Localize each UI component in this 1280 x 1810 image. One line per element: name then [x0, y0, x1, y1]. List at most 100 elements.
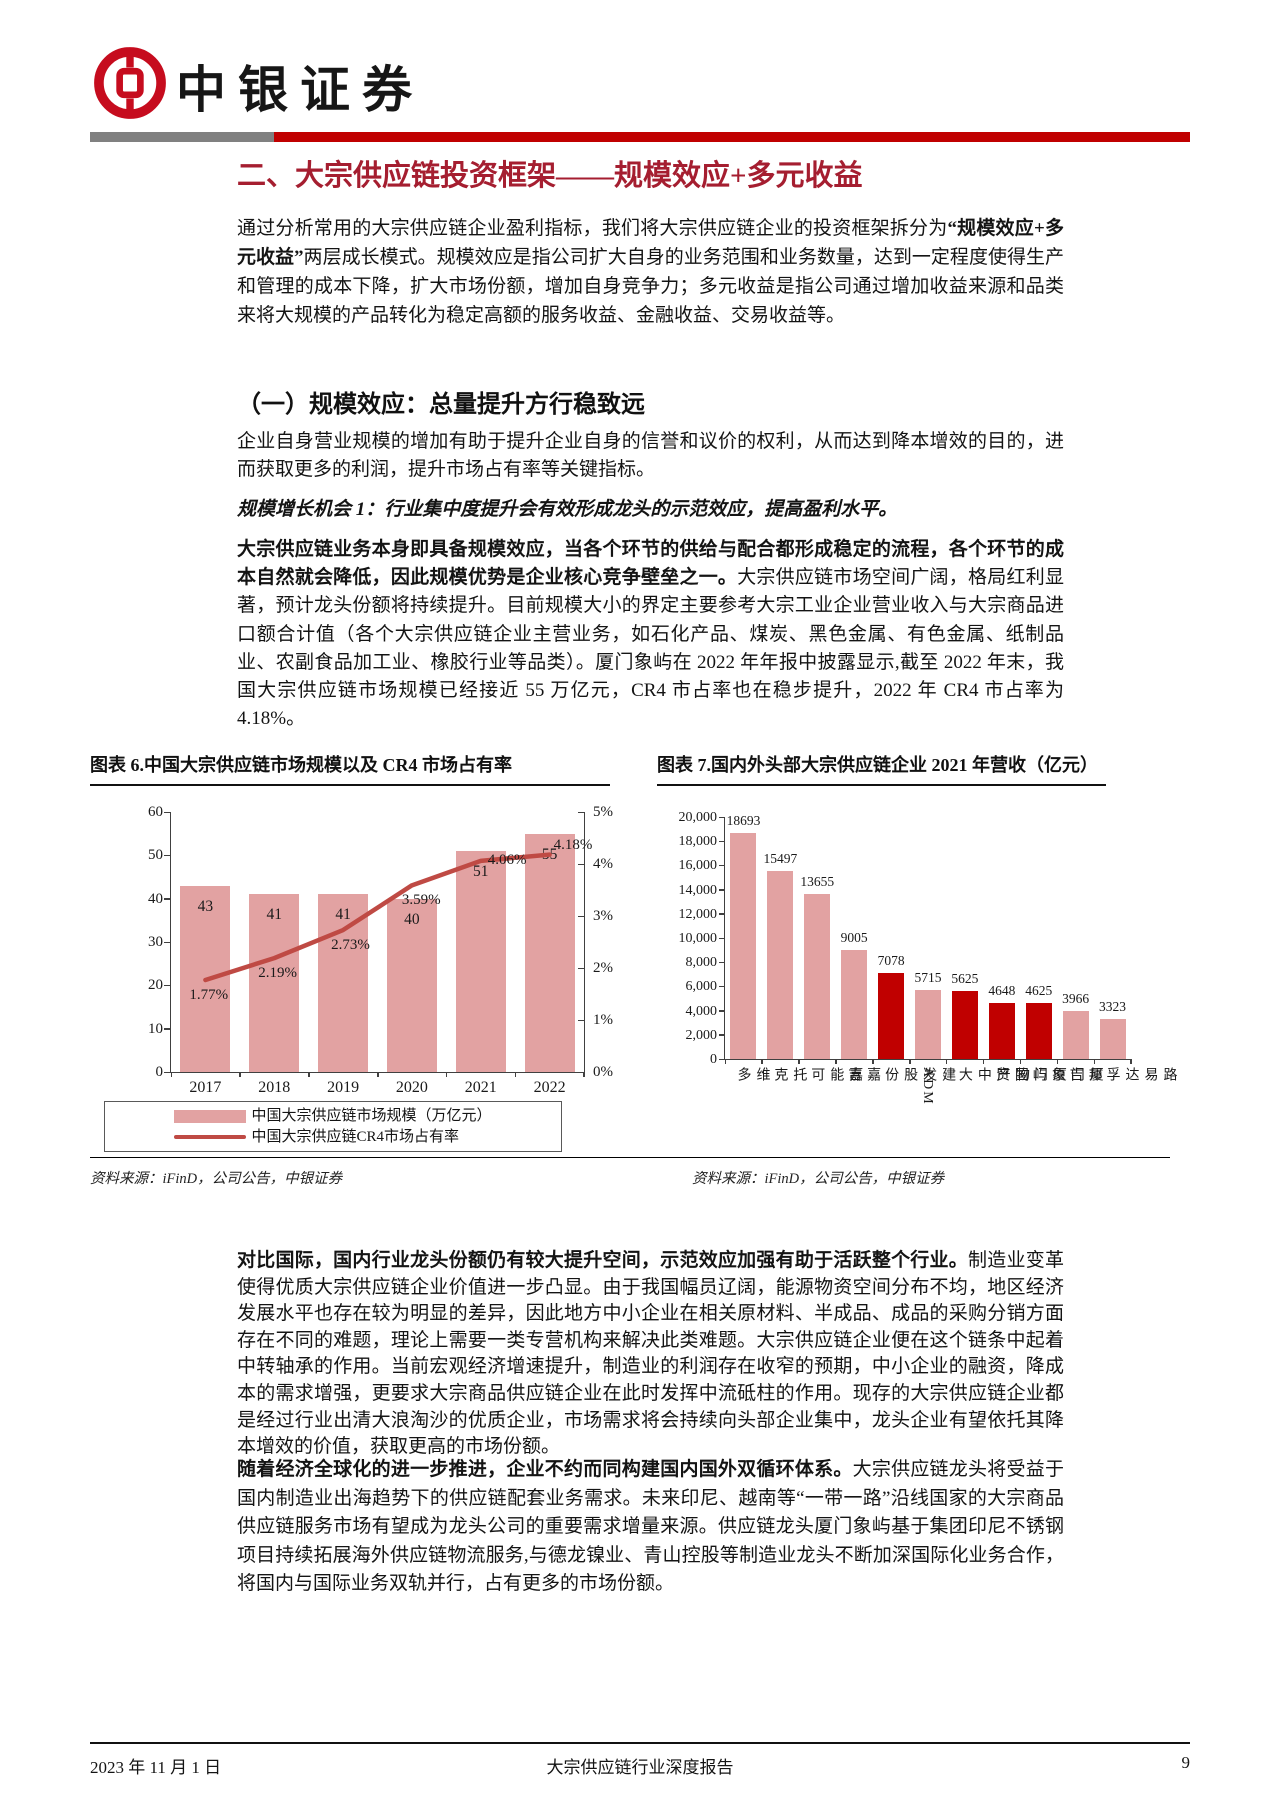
y-axis-tick-label: 6,000 [685, 979, 718, 995]
y-axis-tick [719, 937, 725, 939]
text-run: 大宗供应链龙头将受益于国内制造业出海趋势下的供应链配套业务需求。未来印尼、越南等… [237, 1459, 1064, 1595]
y-axis-tick-label: 20 [148, 977, 163, 994]
legend-bar-swatch [174, 1109, 247, 1123]
x-axis-tick [1130, 1059, 1132, 1064]
x-axis-tick [170, 1072, 172, 1077]
cr4-line [203, 852, 552, 983]
y2-axis-tick-label: 3% [593, 908, 613, 924]
line-value-label: 4.06% [487, 851, 527, 868]
figure6-plot-area: 60 50 40 30 20 10 0 5% 4% 3% 2% 1% 0% 43 2017 41 2018 41 2… [148, 804, 613, 1096]
x-axis-tick [761, 1059, 763, 1064]
y-axis-tick-label: 8,000 [685, 955, 718, 971]
legend-row: 中国大宗供应链CR4市场占有率 [174, 1127, 459, 1147]
text-run-bold: 对比国际，国内行业龙头份额仍有较大提升空间，示范效应加强有助于活跃整个行业。 [237, 1250, 969, 1271]
text-run-bold: 大宗供应链业务本身即具备规模效应，当各个环节的供给与配合都形成稳定的流程，各个环… [237, 539, 1064, 589]
figure7-plot-area: 20,000 18,000 16,000 14,000 12,000 10,000 8,00… [679, 810, 1177, 1106]
y-axis-tick [719, 913, 725, 915]
revenue-bar [730, 832, 757, 1059]
y-axis-tick-label: 50 [148, 847, 163, 864]
x-axis-tick [945, 1059, 948, 1064]
x-axis-category-label: 邦吉 [1067, 1067, 1102, 1083]
header-band-red [274, 132, 1190, 142]
x-axis-tick [308, 1072, 310, 1077]
boc-logo-icon [93, 46, 167, 120]
y-axis-tick [164, 1071, 171, 1073]
bar-value-label: 15497 [763, 851, 798, 867]
text-run: 通过分析常用的大宗供应链企业盈利指标，我们将大宗供应链企业的投资框架拆分为 [237, 218, 948, 239]
bar-value-label: 5715 [914, 969, 942, 985]
paragraph-opportunity-heading: 规模增长机会 1：行业集中度提升会有效形成龙头的示范效应，提高盈利水平。 [237, 499, 898, 520]
x-axis-tick [982, 1059, 985, 1064]
revenue-bar [804, 893, 831, 1059]
x-axis-category-label: 嘉吉 [846, 1067, 881, 1083]
market-size-bar [386, 898, 437, 1072]
figure6-chart: 60 50 40 30 20 10 0 5% 4% 3% 2% 1% 0% 43 2017 41 2018 41 2… [90, 786, 650, 1158]
header-band [90, 132, 1190, 142]
x-axis-category-label: 2018 [258, 1079, 291, 1096]
x-axis-tick [583, 1072, 585, 1077]
figure6-legend-rows: 中国大宗供应链市场规模（万亿元） 中国大宗供应链CR4市场占有率 [174, 1106, 492, 1147]
y-axis-tick [164, 941, 171, 943]
bar-value-label: 13655 [800, 873, 835, 889]
bar-value-label: 18693 [726, 812, 761, 828]
y-axis-tick-label: 10,000 [678, 931, 718, 946]
y-axis-tick [719, 816, 725, 818]
y2-axis-tick [578, 863, 584, 865]
x-axis-tick [909, 1059, 911, 1064]
figure6-legend: 中国大宗供应链市场规模（万亿元） 中国大宗供应链CR4市场占有率 [104, 1101, 562, 1152]
figure7-source: 资料来源：iFinD，公司公告，中银证券 [676, 1157, 1170, 1188]
bar-value-label: 3323 [1099, 998, 1127, 1014]
y-axis-tick-label: 10 [148, 1020, 163, 1037]
x-axis-tick [239, 1072, 241, 1077]
figure7-chart: 20,000 18,000 16,000 14,000 12,000 10,000 8,00… [657, 786, 1177, 1158]
figure7-title: 图表 7.国内外头部大宗供应链企业 2021 年营收（亿元） [657, 753, 1106, 786]
y2-axis-tick-label: 5% [593, 804, 613, 820]
footer-date: 2023 年 11 月 1 日 [90, 1758, 222, 1777]
footer-page-number: 9 [1181, 1753, 1191, 1772]
y-axis-tick [164, 1028, 171, 1030]
paragraph-domestic-comparison: 对比国际，国内行业龙头份额仍有较大提升空间，示范效应加强有助于活跃整个行业。制造… [237, 1248, 1064, 1461]
x-axis-category-label: 2017 [189, 1079, 222, 1096]
bar-value-label: 43 [197, 897, 214, 915]
market-size-bar [249, 894, 300, 1072]
header-band-gray [90, 132, 274, 142]
bar-value-label: 5625 [951, 970, 979, 986]
y2-axis-tick-label: 0% [593, 1064, 613, 1080]
footer-report-title: 大宗供应链行业深度报告 [546, 1758, 734, 1777]
bar-value-label: 40 [404, 910, 420, 928]
revenue-bar [1099, 1018, 1126, 1059]
revenue-bar [1025, 1003, 1052, 1059]
section-title: 二、大宗供应链投资框架——规模效应+多元收益 [237, 160, 863, 192]
y-axis-tick [719, 1058, 725, 1060]
revenue-bar [878, 973, 905, 1059]
figure6-source: 资料来源：iFinD，公司公告，中银证券 [90, 1157, 756, 1188]
brand-name: 中银证券 [176, 62, 424, 118]
figure6: 图表 6.中国大宗供应链市场规模以及 CR4 市场占有率 60 50 40 30 20 1… [90, 753, 650, 1158]
paragraph-globalization: 随着经济全球化的进一步推进，企业不约而同构建国内国外双循环体系。大宗供应链龙头将… [237, 1456, 1064, 1599]
y-axis-tick [719, 1010, 725, 1012]
bar-value-label: 51 [472, 863, 489, 880]
y2-axis-tick [578, 1071, 584, 1073]
y2-axis-tick [578, 811, 584, 813]
y2-axis-tick-label: 4% [593, 856, 613, 872]
x-axis-category-label: 嘉能可 [809, 1067, 863, 1083]
y-axis-tick-label: 18,000 [678, 834, 718, 850]
y-axis-tick-label: 2,000 [685, 1027, 718, 1043]
bar-value-label: 4648 [988, 982, 1016, 998]
x-axis-category-label: ADM [920, 1067, 935, 1106]
y-axis-tick [719, 889, 725, 891]
market-size-bar [524, 833, 575, 1072]
revenue-bar [915, 989, 941, 1059]
y2-axis-tick-label: 1% [593, 1012, 613, 1028]
x-axis-category-label: 2021 [464, 1079, 497, 1096]
y2-axis-tick-label: 2% [593, 960, 613, 976]
y-axis-tick [164, 898, 171, 900]
revenue-bar [1062, 1011, 1089, 1059]
legend-row: 中国大宗供应链市场规模（万亿元） [174, 1106, 492, 1126]
y-axis-tick-label: 0 [710, 1052, 717, 1067]
x-axis-tick [835, 1059, 837, 1064]
y2-axis-tick [578, 1019, 584, 1021]
x-axis-category-label: 厦门象屿 [1030, 1067, 1103, 1083]
x-axis-tick [1019, 1059, 1022, 1064]
bar-value-label: 41 [266, 906, 282, 924]
